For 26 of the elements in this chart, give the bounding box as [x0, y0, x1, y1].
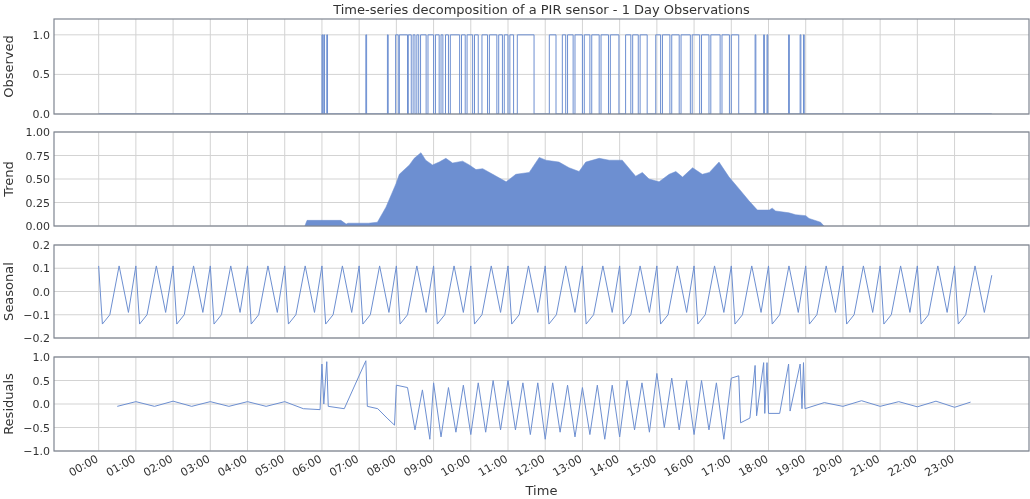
y-tick-label: 0.5	[32, 68, 50, 82]
y-tick-label: 0.2	[32, 239, 50, 253]
y-tick-label: 0.50	[25, 173, 50, 187]
line-series	[116, 360, 972, 440]
y-tick-label: 0.00	[25, 220, 50, 234]
y-tick-label: −0.1	[23, 308, 50, 322]
line-series	[98, 265, 993, 325]
y-tick-label: 0.0	[32, 398, 50, 412]
y-tick-label: −1.0	[23, 445, 50, 459]
y-axis-title: Residuals	[1, 372, 16, 435]
y-tick-label: 0.25	[25, 196, 50, 210]
x-axis-title: Time	[524, 483, 558, 498]
y-tick-label: 0.75	[25, 149, 50, 163]
y-tick-label: 0.0	[32, 108, 50, 122]
y-tick-label: −0.2	[23, 332, 50, 346]
y-tick-label: 1.0	[32, 351, 50, 365]
y-tick-label: 1.0	[32, 28, 50, 42]
y-tick-label: 0.5	[32, 374, 50, 388]
y-tick-label: 1.00	[25, 126, 50, 140]
y-tick-label: −0.5	[23, 421, 50, 435]
y-axis-title: Trend	[1, 161, 16, 198]
y-tick-label: 0.1	[32, 262, 50, 276]
y-axis-title: Seasonal	[1, 262, 16, 321]
y-axis-title: Observed	[1, 35, 16, 98]
chart-title: Time-series decomposition of a PIR sensor - 1 Day Observations	[332, 2, 750, 17]
y-tick-label: 0.0	[32, 285, 50, 299]
